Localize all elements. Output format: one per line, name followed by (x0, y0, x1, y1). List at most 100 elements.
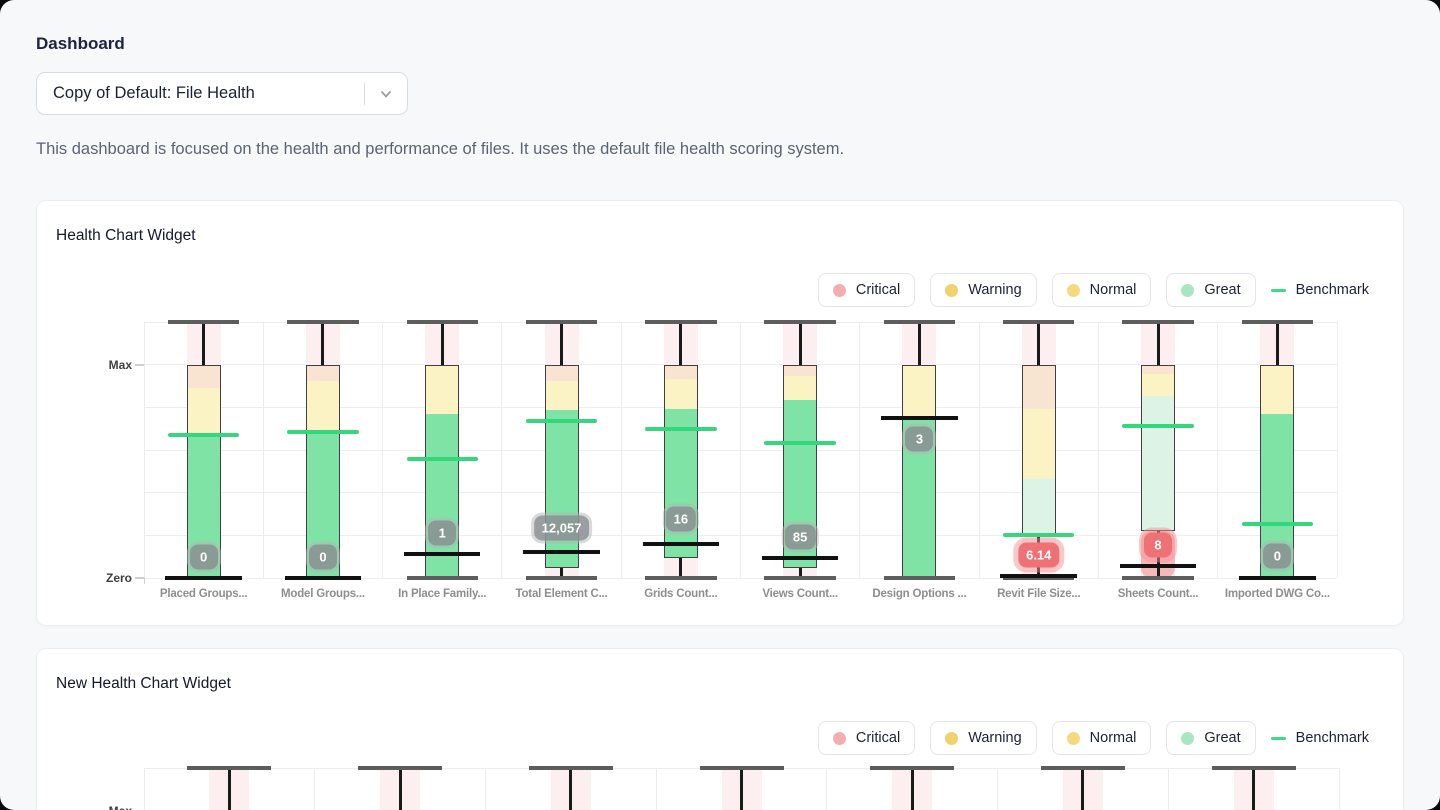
whisker-line (910, 768, 914, 810)
benchmark-line (1241, 522, 1314, 526)
x-axis-label: Model Groups... (281, 588, 365, 600)
value-badge: 12,057 (533, 515, 590, 541)
legend-item-label: Normal (1089, 282, 1137, 298)
legend-item-label: Benchmark (1295, 730, 1369, 746)
value-badge: 0 (1263, 543, 1292, 569)
y-axis-tick (135, 577, 144, 579)
health-range-box (544, 365, 579, 568)
whisker-line (1252, 768, 1256, 810)
zone-great (664, 408, 697, 557)
grid-line (859, 322, 861, 578)
whisker-cap-top (358, 766, 443, 770)
grid-line (740, 322, 741, 578)
grid-line (1167, 768, 1169, 810)
benchmark-line (764, 441, 836, 445)
chevron-down-icon[interactable] (377, 85, 395, 103)
legend-item-label: Great (1204, 282, 1241, 298)
value-badge: 8 (1144, 532, 1173, 558)
legend-item-label: Great (1204, 730, 1241, 746)
grid-line (144, 577, 1337, 579)
legend-normal-dot-icon (1066, 731, 1080, 745)
zone-critical (664, 366, 697, 379)
grid-line (1336, 322, 1338, 578)
grid-line (382, 322, 384, 578)
legend-item-normal[interactable]: Normal (1051, 273, 1152, 307)
dashboard-select[interactable]: Copy of Default: File Health (36, 72, 408, 115)
value-badge: 1 (428, 520, 457, 546)
whisker-line (440, 322, 444, 365)
whisker-cap-bottom (883, 576, 956, 580)
x-axis-label: Imported DWG Co... (1224, 588, 1330, 600)
benchmark-line (167, 433, 240, 437)
legend-normal-dot-icon (1066, 283, 1080, 297)
legend-item-benchmark[interactable]: Benchmark (1270, 730, 1369, 746)
benchmark-dash-icon (1270, 736, 1286, 740)
legend-item-great[interactable]: Great (1166, 721, 1256, 755)
benchmark-line (645, 427, 717, 431)
value-line (523, 549, 600, 555)
value-line (165, 575, 242, 581)
benchmark-line (287, 430, 359, 434)
legend-item-benchmark[interactable]: Benchmark (1270, 282, 1369, 298)
value-badge: 0 (189, 544, 218, 570)
legend-item-great[interactable]: Great (1166, 273, 1256, 307)
whisker-cap-bottom (1122, 576, 1194, 580)
x-axis-label: Grids Count... (644, 588, 718, 600)
zone-warning (426, 366, 459, 415)
grid-line (655, 768, 657, 810)
benchmark-line (1122, 424, 1194, 428)
whisker-line (679, 558, 683, 578)
whisker-line (798, 568, 802, 578)
whisker-cap-top (764, 320, 836, 324)
legend-item-critical[interactable]: Critical (817, 721, 916, 755)
health-chart: Max Zero 0 Placed Groups... 0 Model Groups...… (106, 320, 1338, 600)
x-axis-label: Views Count... (762, 588, 838, 600)
x-axis-label: Sheets Count... (1117, 588, 1199, 600)
benchmark-line (525, 419, 598, 423)
legend-great-dot-icon (1181, 283, 1195, 297)
whisker-cap-top (287, 320, 359, 324)
value-badge: 85 (784, 524, 816, 550)
legend-item-label: Warning (968, 730, 1022, 746)
whisker-cap-top (528, 766, 613, 770)
select-divider (364, 82, 365, 105)
zone-great_light (1022, 478, 1055, 535)
whisker-line (560, 322, 564, 365)
legend-item-critical[interactable]: Critical (817, 273, 916, 307)
whisker-cap-top (870, 766, 955, 770)
legend-critical-dot-icon (832, 283, 846, 297)
legend-warning-dot-icon (945, 731, 959, 745)
legend-item-warning[interactable]: Warning (930, 721, 1037, 755)
value-line (881, 415, 958, 421)
legend-item-label: Warning (968, 282, 1022, 298)
zone-warning (545, 380, 578, 410)
benchmark-dash-icon (1270, 288, 1286, 292)
value-badge: 16 (665, 506, 697, 532)
zone-critical (784, 366, 817, 376)
health-range-box (425, 365, 460, 578)
zone-warning (903, 366, 936, 419)
value-line (642, 541, 720, 547)
value-line (761, 555, 839, 561)
value-badge: 3 (905, 426, 934, 452)
x-axis-label: In Place Family... (398, 588, 487, 600)
whisker-line (740, 768, 743, 810)
grid-line (978, 322, 980, 578)
zone-critical (1022, 366, 1055, 409)
value-line (1119, 563, 1197, 569)
whisker-cap-top (1211, 766, 1296, 770)
grid-line (620, 322, 622, 578)
zone-critical (306, 366, 339, 381)
whisker-cap-top (1241, 320, 1314, 324)
widget-title: Health Chart Widget (56, 227, 196, 244)
legend-item-label: Benchmark (1295, 282, 1369, 298)
x-axis-label: Revit File Size... (997, 588, 1081, 600)
health-range-box (663, 365, 698, 559)
whisker-cap-top (525, 320, 598, 324)
dashboard-description: This dashboard is focused on the health … (36, 140, 845, 158)
grid-line (997, 768, 999, 810)
legend-item-normal[interactable]: Normal (1051, 721, 1152, 755)
whisker-line (1275, 322, 1279, 365)
legend-item-warning[interactable]: Warning (930, 273, 1037, 307)
